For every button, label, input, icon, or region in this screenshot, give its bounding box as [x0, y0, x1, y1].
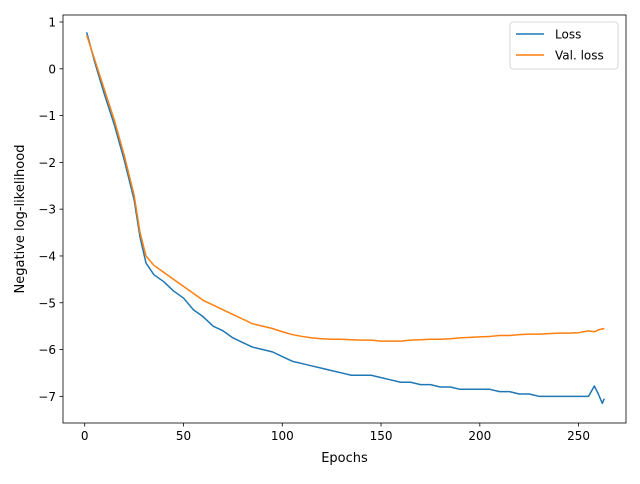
axes-layer: 0 50 100 150 200 250 1 0 −1 −2 −3 −4 −5 −6 −7: [38, 14, 627, 443]
legend-label-2: Val. loss: [555, 49, 604, 63]
legend-label-1: Loss: [555, 28, 581, 42]
y-tick-label: −6: [38, 343, 56, 357]
y-tick-label: 1: [48, 16, 56, 30]
series-line-1: [85, 32, 605, 405]
y-tick-label: −4: [38, 249, 56, 263]
x-tick-label: 250: [567, 429, 590, 443]
x-tick-label: 200: [468, 429, 491, 443]
marks-layer: [85, 32, 605, 405]
y-tick-label: −3: [38, 203, 56, 217]
x-tick-label: 0: [81, 429, 89, 443]
y-tick-label: −1: [38, 109, 56, 123]
x-tick-label: 150: [370, 429, 393, 443]
y-axis-label: Negative log-likelihood: [13, 145, 28, 294]
x-tick-label: 50: [176, 429, 191, 443]
x-tick-label: 100: [271, 429, 294, 443]
y-tick-label: −5: [38, 296, 56, 310]
series-line-2: [85, 34, 605, 342]
y-tick-label: −2: [38, 156, 56, 170]
plot-frame: [62, 14, 627, 424]
x-axis-label: Epochs: [321, 451, 368, 466]
y-tick-label: −7: [38, 390, 56, 404]
y-tick-label: 0: [48, 62, 56, 76]
legend: Loss Val. loss: [509, 21, 619, 70]
